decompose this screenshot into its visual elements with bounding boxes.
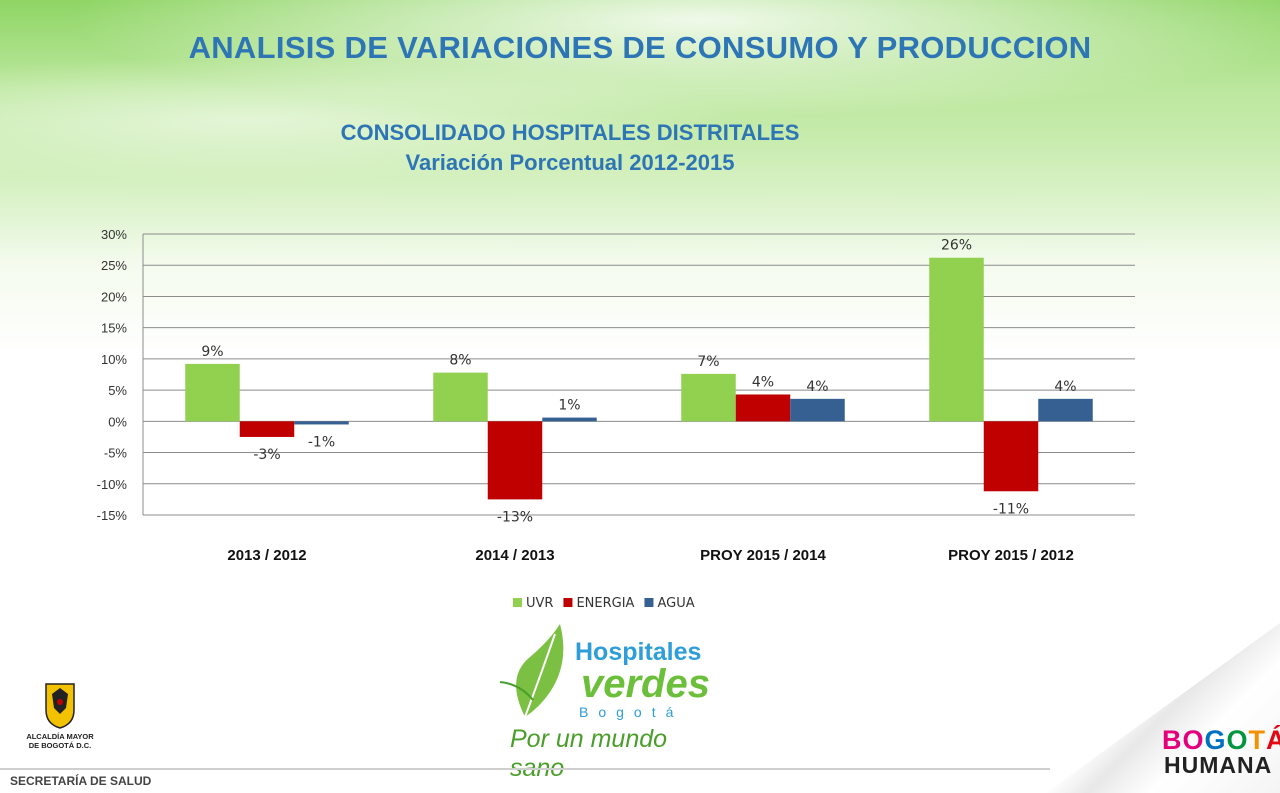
bogota-humana-logo: BOGOTÁ HUMANA — [1162, 725, 1280, 780]
chart-title-line1: CONSOLIDADO HOSPITALES DISTRITALES — [340, 120, 800, 145]
bar-agua — [1038, 398, 1093, 422]
y-tick-label: 10% — [101, 352, 127, 367]
data-label: -13% — [497, 509, 533, 525]
hospitales-verdes-logo: Hospitales verdes Bogotá Por un mundo sa… — [495, 622, 710, 782]
brand-bogota-text: BOGOTÁ — [1162, 725, 1280, 755]
y-tick-label: 5% — [108, 383, 127, 398]
footer-divider — [0, 768, 1050, 770]
y-tick-label: -5% — [104, 446, 128, 461]
y-tick-label: -15% — [97, 508, 128, 523]
data-label: -1% — [308, 434, 335, 450]
bar-energia — [735, 394, 791, 422]
category-label: 2014 / 2013 — [475, 547, 554, 564]
data-label: -3% — [253, 447, 280, 463]
bar-uvr — [185, 363, 240, 422]
data-label: 1% — [558, 398, 580, 414]
data-label: 9% — [201, 344, 223, 360]
legend-swatch — [563, 598, 573, 607]
chart-title-line2: Variación Porcentual 2012-2015 — [405, 150, 735, 175]
legend-label: UVR — [526, 596, 553, 611]
main-title: ANALISIS DE VARIACIONES DE CONSUMO Y PRO… — [188, 30, 1092, 65]
category-label: PROY 2015 / 2014 — [700, 547, 826, 564]
crest-line1: ALCALDÍA MAYOR — [26, 732, 94, 741]
data-label: -11% — [993, 501, 1029, 517]
y-tick-label: 25% — [101, 258, 127, 273]
data-label: 7% — [697, 354, 719, 370]
bar-agua — [294, 421, 349, 425]
bar-uvr — [681, 373, 736, 422]
y-tick-label: -10% — [97, 477, 128, 492]
bar-energia — [487, 421, 543, 500]
leaf-icon — [499, 624, 564, 718]
y-tick-label: 30% — [101, 227, 127, 242]
bar-uvr — [929, 257, 984, 422]
bar-uvr — [433, 372, 488, 422]
crest-line2: DE BOGOTÁ D.C. — [28, 741, 92, 750]
y-tick-label: 20% — [101, 289, 127, 304]
data-label: 4% — [806, 379, 828, 395]
data-label: 4% — [752, 374, 774, 390]
data-label: 8% — [449, 353, 471, 369]
logo-slogan-text: Por un mundo sano — [510, 725, 668, 782]
logo-hospitales-text: Hospitales — [575, 638, 702, 666]
bar-energia — [983, 421, 1039, 492]
data-label: 4% — [1054, 379, 1076, 395]
legend-label: ENERGIA — [576, 596, 634, 611]
logo-verdes-text: verdes — [581, 662, 710, 706]
legend-label: AGUA — [657, 596, 694, 611]
category-label: PROY 2015 / 2012 — [948, 547, 1074, 564]
y-tick-label: 15% — [101, 321, 127, 336]
category-label: 2013 / 2012 — [227, 547, 306, 564]
footer-label: SECRETARÍA DE SALUD — [10, 774, 152, 788]
legend-swatch — [513, 598, 522, 607]
bar-energia — [239, 421, 295, 437]
chart-title: CONSOLIDADO HOSPITALES DISTRITALES Varia… — [270, 118, 870, 178]
bar-agua — [790, 398, 845, 422]
legend-swatch — [644, 598, 654, 607]
bar-agua — [542, 417, 597, 422]
logo-bogota-text: Bogotá — [579, 704, 684, 720]
y-tick-label: 0% — [108, 414, 127, 429]
data-label: 26% — [941, 238, 972, 254]
alcaldia-label: ALCALDÍA MAYOR DE BOGOTÁ D.C. — [20, 732, 100, 750]
brand-humana-text: HUMANA — [1164, 752, 1273, 778]
bogota-crest-icon — [30, 680, 90, 730]
